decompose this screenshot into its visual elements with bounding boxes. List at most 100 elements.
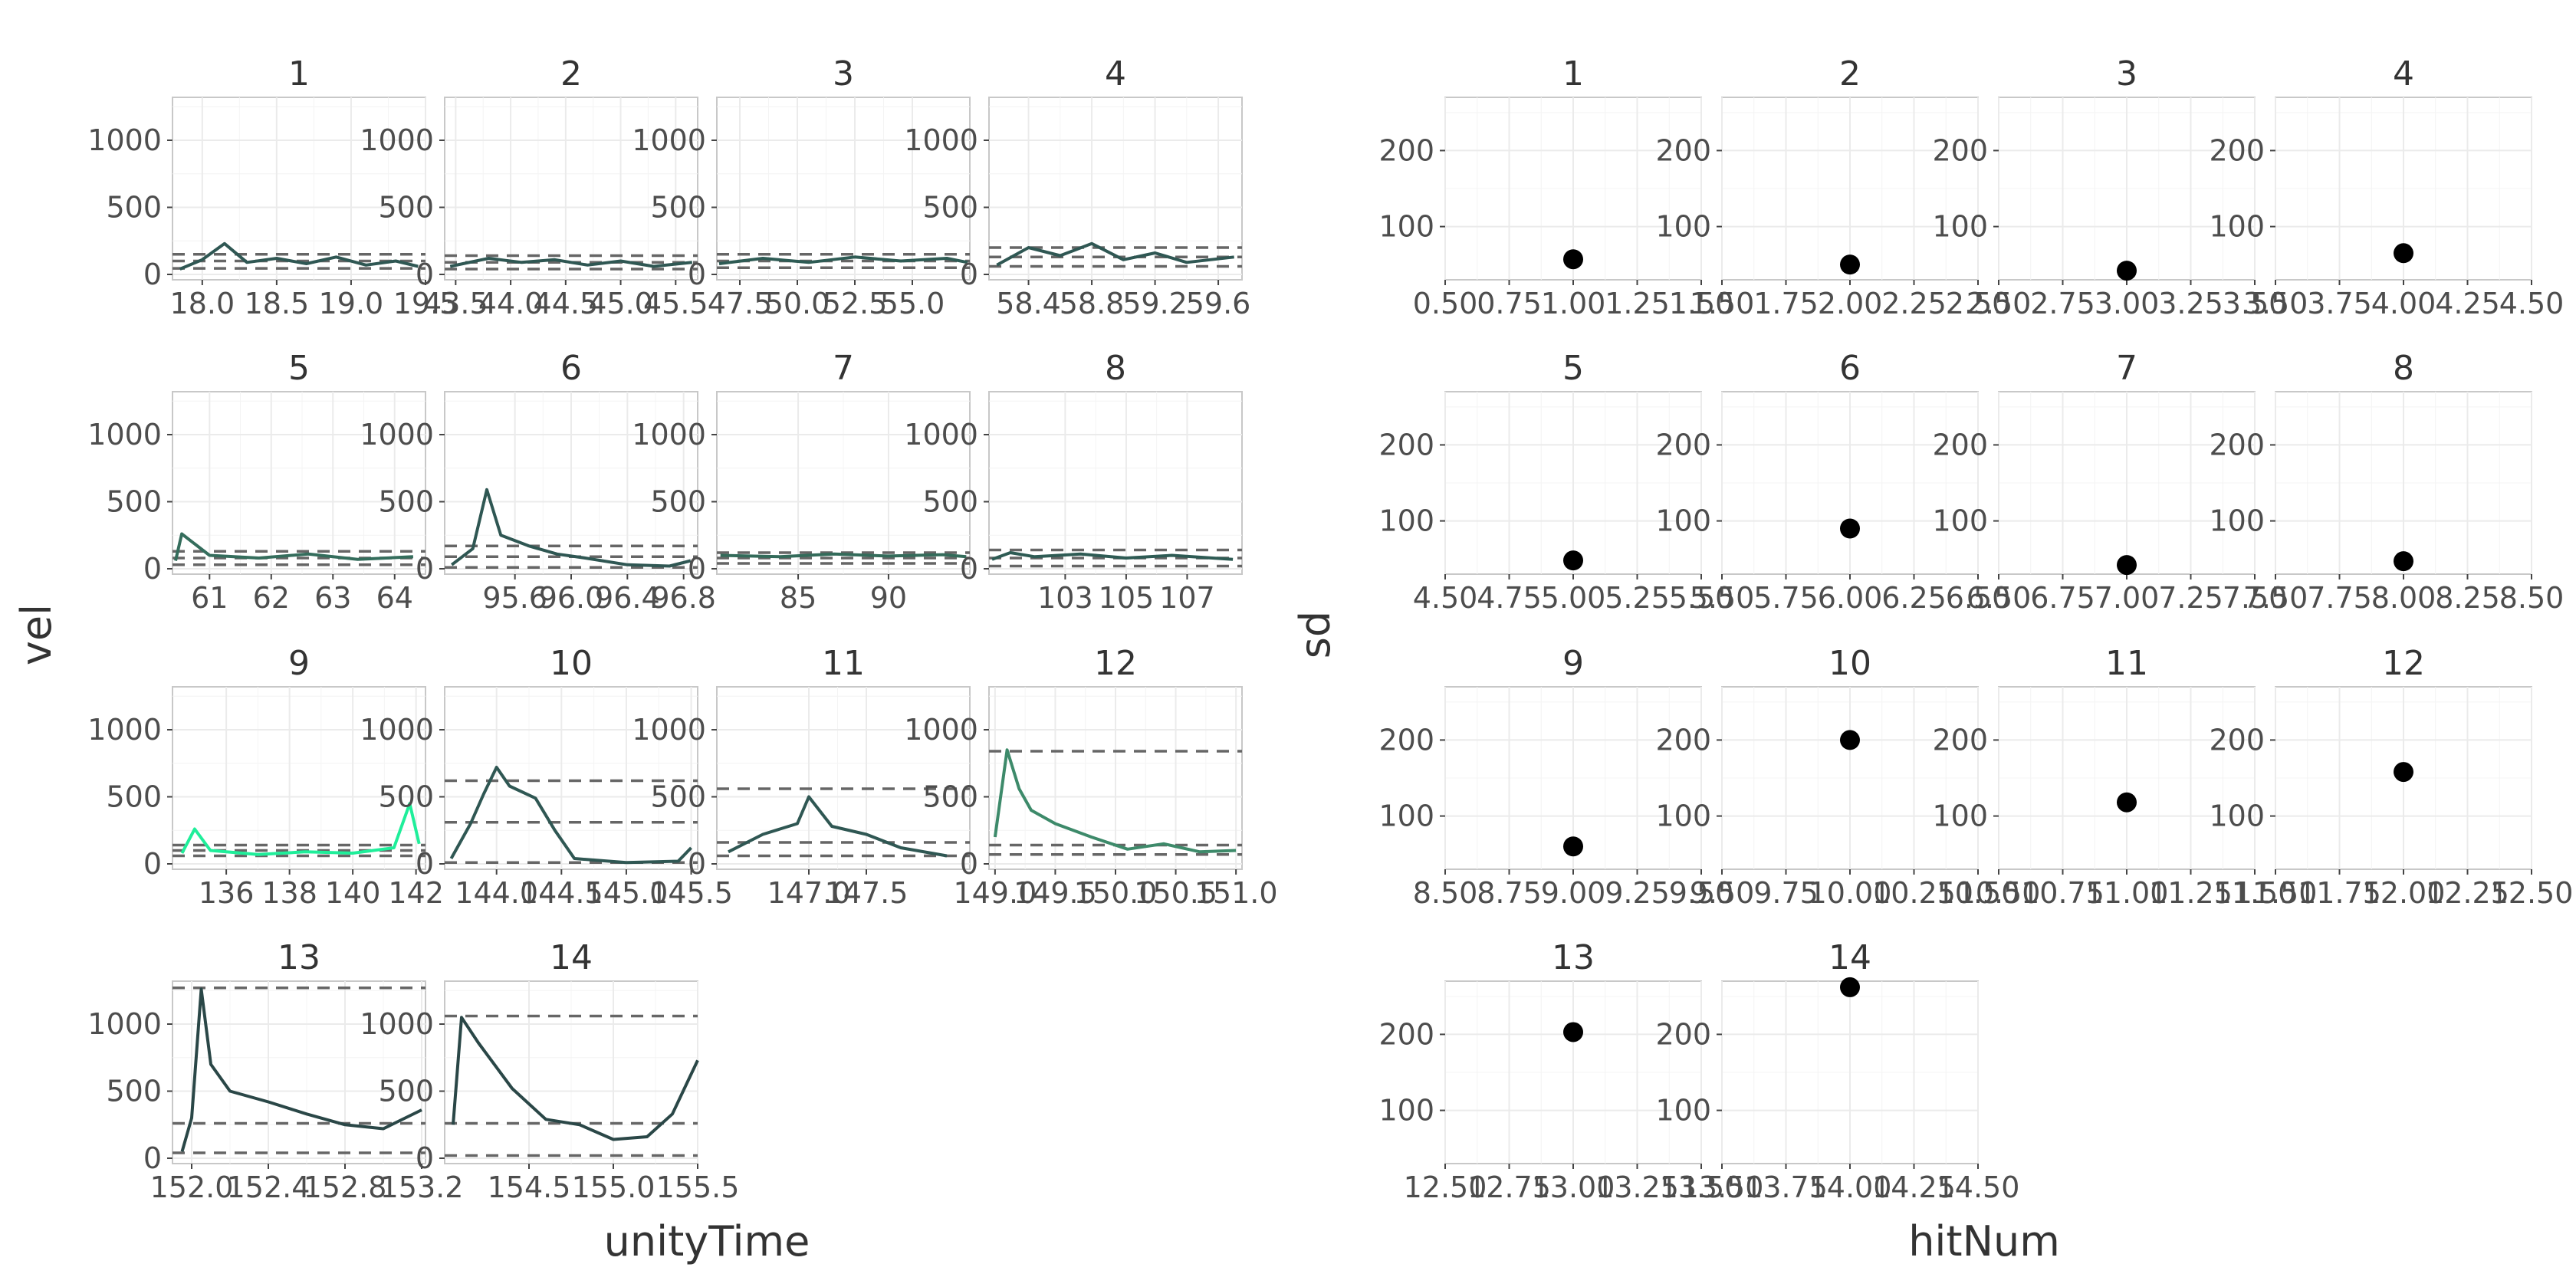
vel-data-point xyxy=(619,260,623,263)
y-tick-label: 200 xyxy=(1932,133,1988,167)
y-tick-label: 1000 xyxy=(87,713,162,747)
y-tick-label: 100 xyxy=(1378,1094,1434,1128)
x-tick-label: 8.00 xyxy=(2371,581,2436,615)
sd-data-point xyxy=(1563,249,1583,270)
y-tick-label: 0 xyxy=(416,258,434,291)
x-tick-label: 63 xyxy=(314,581,351,615)
x-tick-label: 8.25 xyxy=(2435,581,2500,615)
x-tick-label: 10.50 xyxy=(1957,876,2041,910)
vel-data-point xyxy=(193,828,196,831)
vel-data-point xyxy=(256,853,259,856)
vel-data-point xyxy=(335,255,338,258)
vel-data-point xyxy=(1126,848,1129,851)
vel-series-line xyxy=(449,766,692,865)
vel-data-point xyxy=(449,265,452,268)
x-axis-title-unitytime: unityTime xyxy=(604,1217,810,1266)
x-tick-label: 1.50 xyxy=(1690,287,1755,320)
y-tick-label: 200 xyxy=(2209,133,2265,167)
facet-panel-14: 14 154.5 155.0 155.5 0 500 1000 xyxy=(360,938,739,1204)
x-tick-label: 19.5 xyxy=(393,287,458,320)
facet-strip-label: 2 xyxy=(560,54,582,94)
y-tick-label: 200 xyxy=(1655,1017,1711,1051)
vel-data-point xyxy=(520,261,523,264)
x-tick-label: 152.8 xyxy=(304,1170,387,1204)
x-tick-label: 18.5 xyxy=(245,287,310,320)
x-tick-label: 14.50 xyxy=(1937,1170,2020,1204)
vel-data-point xyxy=(556,553,559,556)
vel-data-point xyxy=(275,257,278,260)
vel-data-point xyxy=(394,260,397,263)
vel-data-point xyxy=(718,262,721,265)
panel-background xyxy=(716,97,971,281)
y-tick-label: 200 xyxy=(1378,1017,1434,1051)
x-tick-label: 59.2 xyxy=(1122,287,1188,320)
y-tick-label: 100 xyxy=(2209,799,2265,833)
y-tick-label: 200 xyxy=(1378,723,1434,757)
y-tick-label: 500 xyxy=(650,485,706,519)
vel-data-point xyxy=(1053,822,1056,826)
vel-data-point xyxy=(652,265,656,268)
vel-data-point xyxy=(586,264,590,267)
vel-data-point xyxy=(449,857,452,860)
y-tick-label: 0 xyxy=(416,1141,434,1175)
vel-data-point xyxy=(1154,251,1157,254)
facet-panel-9: 9 8.508.759.009.259.50 100 200 xyxy=(1378,644,1733,910)
vel-data-point xyxy=(807,261,810,264)
vel-data-point xyxy=(179,268,182,271)
x-tick-label: 12.25 xyxy=(2426,876,2509,910)
y-tick-label: 100 xyxy=(1655,799,1711,833)
x-tick-label: 2.25 xyxy=(1881,287,1947,320)
x-tick-label: 96.0 xyxy=(539,581,604,615)
facet-strip-label: 13 xyxy=(278,938,320,977)
x-tick-label: 145.0 xyxy=(585,876,669,910)
y-tick-label: 200 xyxy=(1378,133,1434,167)
x-tick-label: 96.8 xyxy=(651,581,716,615)
x-tick-label: 13.50 xyxy=(1660,1170,1743,1204)
facet-strip-label: 7 xyxy=(833,349,854,388)
vel-data-point xyxy=(258,556,261,560)
x-tick-label: 149.5 xyxy=(1014,876,1097,910)
y-tick-label: 1000 xyxy=(904,123,978,157)
x-tick-label: 145.5 xyxy=(649,876,733,910)
vel-series-line xyxy=(996,241,1234,267)
panel-background xyxy=(444,686,698,870)
y-tick-label: 500 xyxy=(106,1075,162,1108)
x-tick-label: 47.5 xyxy=(708,287,773,320)
vel-data-point xyxy=(612,1138,615,1141)
vel-data-point xyxy=(201,258,204,261)
facet-strip-label: 6 xyxy=(560,349,582,388)
x-tick-label: 105 xyxy=(1099,581,1155,615)
facet-strip-label: 5 xyxy=(1562,349,1584,388)
y-tick-label: 0 xyxy=(143,258,162,291)
y-tick-label: 100 xyxy=(1655,504,1711,538)
vel-data-point xyxy=(228,1090,232,1093)
y-tick-label: 100 xyxy=(1378,504,1434,538)
vel-data-point xyxy=(578,1123,581,1126)
x-tick-label: 3.75 xyxy=(2307,287,2372,320)
x-tick-label: 45.5 xyxy=(643,287,708,320)
x-tick-label: 10.00 xyxy=(1809,876,1892,910)
x-tick-label: 13.75 xyxy=(1744,1170,1828,1204)
vel-data-point xyxy=(1231,558,1234,561)
facet-panel-4: 4 58.458.859.259.6 0 500 1000 xyxy=(904,54,1250,320)
x-tick-label: 44.5 xyxy=(534,287,599,320)
facet-strip-label: 1 xyxy=(288,54,310,94)
x-tick-label: 9.00 xyxy=(1541,876,1606,910)
x-tick-label: 64 xyxy=(376,581,413,615)
vel-data-point xyxy=(677,860,680,863)
vel-data-point xyxy=(899,846,902,849)
x-tick-label: 12.50 xyxy=(2490,876,2574,910)
x-tick-label: 5.75 xyxy=(1753,581,1819,615)
vel-data-point xyxy=(991,558,994,561)
x-tick-label: 59.6 xyxy=(1186,287,1251,320)
x-tick-label: 140 xyxy=(325,876,381,910)
vel-data-point xyxy=(485,488,488,491)
vel-data-point xyxy=(807,796,810,799)
x-axis-title-hitnum: hitNum xyxy=(1908,1217,2060,1266)
vel-data-point xyxy=(208,554,211,557)
sd-data-point xyxy=(2394,762,2413,783)
facet-strip-label: 10 xyxy=(1829,644,1871,683)
x-tick-label: 1.50 xyxy=(1669,287,1734,320)
